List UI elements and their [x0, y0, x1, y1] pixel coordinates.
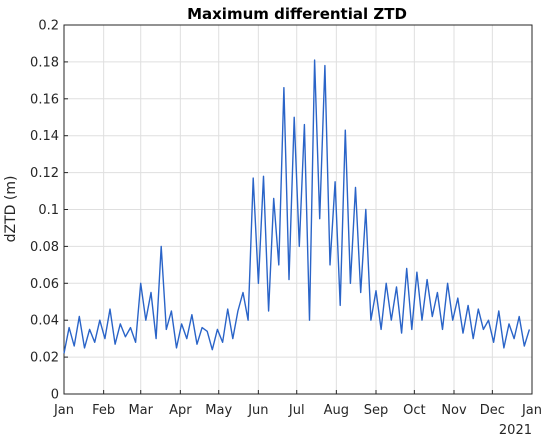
- y-tick-label: 0.18: [30, 55, 59, 70]
- x-tick-label: Aug: [324, 403, 349, 418]
- x-tick-label: Jan: [53, 403, 74, 418]
- x-tick-label: Sep: [364, 403, 389, 418]
- x-tick-label: May: [205, 403, 232, 418]
- x-tick-label: Jul: [288, 403, 305, 418]
- y-tick-label: 0: [51, 388, 59, 403]
- x-tick-label: Apr: [169, 403, 192, 418]
- y-tick-label: 0.06: [30, 277, 59, 292]
- y-tick-label: 0.12: [30, 166, 59, 181]
- x-tick-label: Jan: [521, 403, 542, 418]
- x-tick-label: Nov: [441, 403, 467, 418]
- x-tick-label: Oct: [403, 403, 425, 418]
- chart-title: Maximum differential ZTD: [187, 5, 407, 23]
- y-tick-label: 0.2: [38, 19, 59, 34]
- y-axis-ticks: 0 0.02 0.04 0.06 0.08 0.1 0.12 0.14 0.16 0.18 0.2: [30, 19, 68, 403]
- x-secondary-label: 2021: [499, 423, 532, 438]
- x-tick-label: Feb: [92, 403, 115, 418]
- x-tick-label: Jun: [247, 403, 268, 418]
- series-layer: [63, 59, 531, 354]
- x-axis-ticks: Jan Feb Mar Apr May Jun Jul Aug Sep Oct Nov Dec Jan: [53, 390, 542, 418]
- y-tick-label: 0.04: [30, 314, 59, 329]
- y-axis-label: dZTD (m): [3, 176, 19, 243]
- y-tick-label: 0.02: [30, 351, 59, 366]
- y-tick-label: 0.14: [30, 129, 59, 144]
- x-tick-label: Dec: [480, 403, 505, 418]
- series-line: [63, 59, 531, 354]
- y-tick-label: 0.16: [30, 92, 59, 107]
- x-tick-label: Mar: [128, 403, 153, 418]
- y-tick-label: 0.08: [30, 240, 59, 255]
- y-tick-label: 0.1: [38, 203, 59, 218]
